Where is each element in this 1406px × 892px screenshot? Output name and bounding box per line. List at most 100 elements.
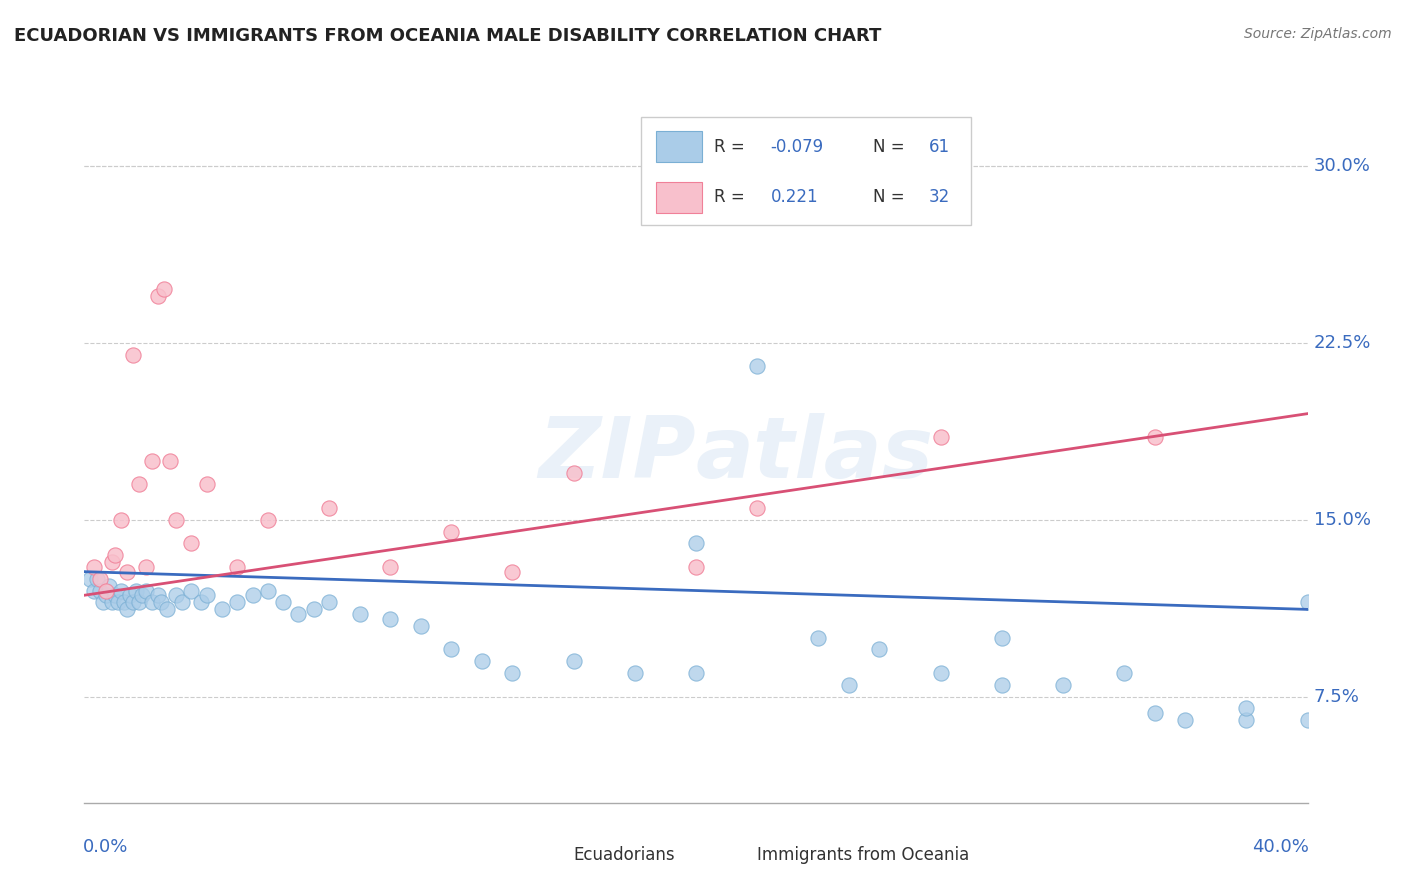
- Text: 61: 61: [928, 137, 949, 156]
- Point: [110, 513, 132, 527]
- Point: [869, 642, 891, 657]
- Point: [685, 666, 707, 681]
- Point: [141, 454, 163, 468]
- Point: [172, 595, 194, 609]
- Point: [89, 583, 111, 598]
- Point: [1296, 595, 1319, 609]
- Point: [83, 560, 105, 574]
- Text: N =: N =: [873, 188, 910, 206]
- Point: [94, 583, 117, 598]
- Point: [624, 666, 647, 681]
- Point: [838, 678, 860, 692]
- Point: [91, 595, 114, 609]
- Point: [302, 602, 325, 616]
- Point: [101, 595, 124, 609]
- Point: [146, 289, 169, 303]
- Point: [562, 466, 585, 480]
- Point: [141, 595, 163, 609]
- Point: [226, 595, 249, 609]
- Point: [180, 536, 202, 550]
- Point: [991, 678, 1014, 692]
- Point: [271, 595, 294, 609]
- Point: [195, 477, 218, 491]
- Text: 0.0%: 0.0%: [83, 838, 128, 855]
- Text: R =: R =: [714, 137, 751, 156]
- Point: [318, 500, 340, 515]
- Point: [156, 602, 179, 616]
- Point: [242, 588, 264, 602]
- Point: [120, 588, 142, 602]
- Point: [104, 588, 127, 602]
- Point: [380, 612, 402, 626]
- Text: Source: ZipAtlas.com: Source: ZipAtlas.com: [1244, 27, 1392, 41]
- Point: [1143, 706, 1166, 721]
- Point: [112, 595, 135, 609]
- Point: [1143, 430, 1166, 444]
- Point: [89, 572, 111, 586]
- Point: [115, 565, 138, 579]
- Point: [1234, 713, 1257, 727]
- Text: ECUADORIAN VS IMMIGRANTS FROM OCEANIA MALE DISABILITY CORRELATION CHART: ECUADORIAN VS IMMIGRANTS FROM OCEANIA MA…: [14, 27, 882, 45]
- Point: [562, 654, 585, 668]
- Point: [153, 282, 176, 296]
- Text: R =: R =: [714, 188, 751, 206]
- Point: [83, 583, 105, 598]
- Point: [159, 454, 181, 468]
- Point: [86, 572, 108, 586]
- Point: [79, 572, 101, 586]
- Point: [502, 666, 524, 681]
- Point: [165, 588, 187, 602]
- Point: [257, 513, 280, 527]
- FancyBboxPatch shape: [655, 131, 702, 162]
- Point: [747, 359, 769, 374]
- Point: [1296, 713, 1319, 727]
- Point: [1234, 701, 1257, 715]
- Point: [135, 583, 157, 598]
- Point: [440, 642, 463, 657]
- Point: [195, 588, 218, 602]
- Text: ZIP: ZIP: [538, 413, 696, 497]
- Point: [929, 666, 952, 681]
- Point: [107, 595, 129, 609]
- Point: [149, 595, 172, 609]
- Point: [991, 631, 1014, 645]
- Point: [104, 548, 127, 562]
- Point: [190, 595, 212, 609]
- Text: 0.221: 0.221: [770, 188, 818, 206]
- Point: [128, 595, 150, 609]
- Text: N =: N =: [873, 137, 910, 156]
- Point: [131, 588, 153, 602]
- Point: [115, 602, 138, 616]
- Point: [502, 565, 524, 579]
- Point: [807, 631, 830, 645]
- FancyBboxPatch shape: [655, 182, 702, 213]
- Point: [349, 607, 371, 621]
- Point: [409, 619, 432, 633]
- Text: atlas: atlas: [696, 413, 934, 497]
- FancyBboxPatch shape: [641, 118, 972, 226]
- Point: [180, 583, 202, 598]
- Point: [685, 560, 707, 574]
- Text: Ecuadorians: Ecuadorians: [574, 846, 675, 864]
- Point: [128, 477, 150, 491]
- Point: [929, 430, 952, 444]
- FancyBboxPatch shape: [714, 845, 748, 865]
- Point: [165, 513, 187, 527]
- Point: [110, 583, 132, 598]
- Point: [1052, 678, 1074, 692]
- Text: 22.5%: 22.5%: [1313, 334, 1371, 351]
- FancyBboxPatch shape: [531, 845, 565, 865]
- Text: 40.0%: 40.0%: [1251, 838, 1309, 855]
- Point: [257, 583, 280, 598]
- Point: [287, 607, 309, 621]
- Text: Immigrants from Oceania: Immigrants from Oceania: [758, 846, 969, 864]
- Point: [226, 560, 249, 574]
- Point: [122, 595, 145, 609]
- Point: [101, 555, 124, 569]
- Point: [471, 654, 494, 668]
- Text: 30.0%: 30.0%: [1313, 157, 1371, 175]
- Point: [146, 588, 169, 602]
- Point: [94, 588, 117, 602]
- Point: [380, 560, 402, 574]
- Text: 7.5%: 7.5%: [1313, 688, 1360, 706]
